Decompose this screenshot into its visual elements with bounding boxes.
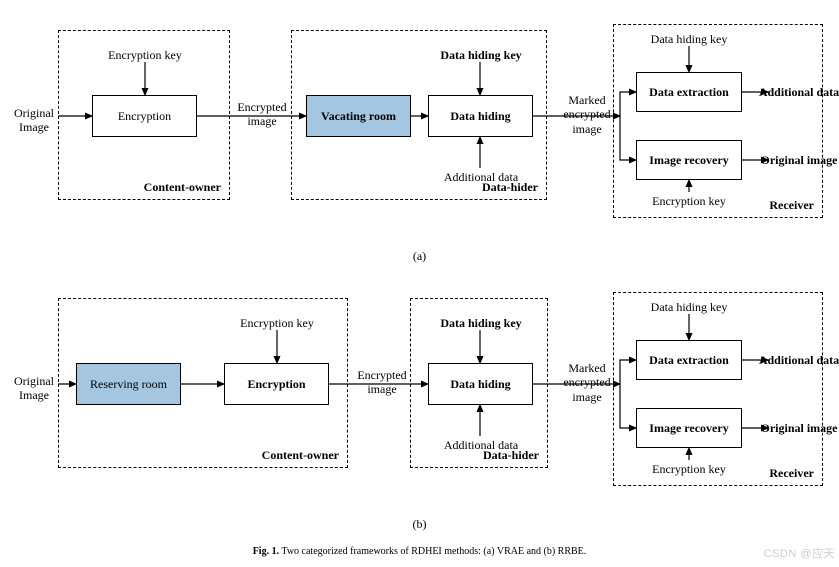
- label-original_image: OriginalImage: [10, 106, 58, 135]
- label-encryption_key_r: Encryption key: [636, 194, 742, 208]
- label-encrypted_image: Encryptedimage: [352, 368, 412, 397]
- label-encryption_key_top: Encryption key: [90, 48, 200, 62]
- diagram-a: Content-ownerData-hiderReceiverEncryptio…: [10, 10, 829, 245]
- caption-prefix: Fig. 1.: [253, 546, 279, 557]
- label-encryption_key_top: Encryption key: [222, 316, 332, 330]
- group-title-receiver: Receiver: [769, 466, 814, 481]
- label-additional_data_in: Additional data: [426, 170, 536, 184]
- group-title-content_owner: Content-owner: [144, 180, 221, 195]
- label-data_hiding_key_r: Data hiding key: [636, 300, 742, 314]
- sublabel-a: (a): [10, 249, 829, 264]
- node-data_hiding: Data hiding: [428, 363, 533, 405]
- node-vacating_room: Vacating room: [306, 95, 411, 137]
- label-additional_data_in: Additional data: [426, 438, 536, 452]
- node-reserving_room: Reserving room: [76, 363, 181, 405]
- label-original_image: OriginalImage: [10, 374, 58, 403]
- group-title-content_owner: Content-owner: [262, 448, 339, 463]
- label-marked_enc_image: Markedencryptedimage: [558, 361, 616, 404]
- node-encryption: Encryption: [92, 95, 197, 137]
- label-encrypted_image: Encryptedimage: [232, 100, 292, 129]
- label-marked_enc_image: Markedencryptedimage: [558, 93, 616, 136]
- label-encryption_key_r: Encryption key: [636, 462, 742, 476]
- label-additional_data_out: Additional data: [754, 85, 839, 99]
- label-original_image_out: Original image: [754, 421, 839, 435]
- group-receiver: Receiver: [613, 24, 823, 218]
- sublabel-b: (b): [10, 517, 829, 532]
- label-original_image_out: Original image: [754, 153, 839, 167]
- label-additional_data_out: Additional data: [754, 353, 839, 367]
- figure-caption: Fig. 1. Two categorized frameworks of RD…: [10, 546, 829, 557]
- label-data_hiding_key_r: Data hiding key: [636, 32, 742, 46]
- caption-text: Two categorized frameworks of RDHEI meth…: [279, 546, 586, 557]
- node-data_extraction: Data extraction: [636, 340, 742, 380]
- group-receiver: Receiver: [613, 292, 823, 486]
- node-data_extraction: Data extraction: [636, 72, 742, 112]
- label-data_hiding_key_top: Data hiding key: [426, 316, 536, 330]
- watermark: CSDN @应天: [764, 545, 835, 561]
- group-title-receiver: Receiver: [769, 198, 814, 213]
- label-data_hiding_key_top: Data hiding key: [426, 48, 536, 62]
- node-image_recovery: Image recovery: [636, 408, 742, 448]
- node-image_recovery: Image recovery: [636, 140, 742, 180]
- diagram-b: Content-ownerData-hiderReceiverReserving…: [10, 278, 829, 513]
- node-encryption: Encryption: [224, 363, 329, 405]
- node-data_hiding: Data hiding: [428, 95, 533, 137]
